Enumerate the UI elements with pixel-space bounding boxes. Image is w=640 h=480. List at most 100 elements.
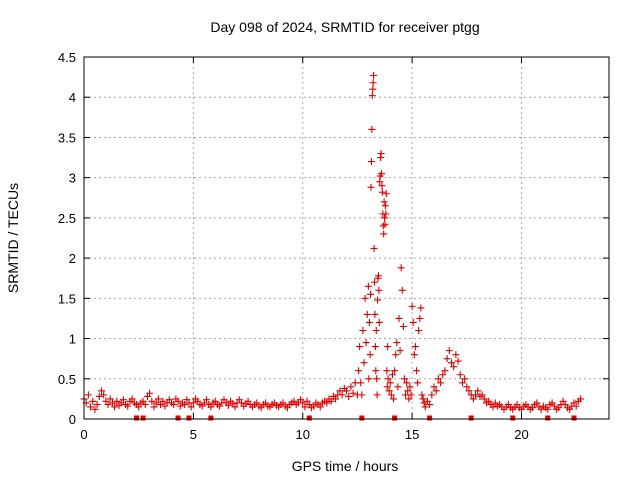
data-point <box>98 387 105 395</box>
data-point-zero <box>306 415 312 421</box>
data-point <box>458 379 466 387</box>
x-tick-label: 15 <box>405 427 419 442</box>
data-point <box>441 367 449 375</box>
data-point <box>146 389 154 397</box>
data-point <box>384 375 392 383</box>
data-point <box>363 310 371 318</box>
data-point <box>111 403 119 411</box>
data-point <box>572 402 580 410</box>
data-point <box>420 399 428 407</box>
data-point <box>349 389 357 397</box>
data-point <box>128 395 136 403</box>
data-point <box>411 343 419 351</box>
x-axis-label: GPS time / hours <box>292 458 399 474</box>
y-tick-label: 2.5 <box>58 211 76 226</box>
data-point <box>409 318 417 326</box>
data-point <box>394 383 402 391</box>
data-point <box>432 387 440 395</box>
data-point <box>203 396 210 404</box>
data-point <box>380 230 388 238</box>
data-point <box>374 296 382 304</box>
data-point <box>381 220 389 228</box>
data-point <box>390 395 398 403</box>
data-point <box>533 399 541 407</box>
data-point <box>355 367 363 375</box>
data-point <box>375 318 383 326</box>
data-point <box>465 387 473 395</box>
data-point <box>418 391 426 399</box>
data-point <box>416 314 424 322</box>
data-point-zero <box>175 415 181 421</box>
data-point <box>454 357 462 365</box>
data-point-zero <box>571 415 577 421</box>
data-point <box>374 272 382 280</box>
data-point <box>93 401 101 409</box>
data-point <box>104 401 112 409</box>
data-point-zero <box>359 415 365 421</box>
data-point <box>336 387 344 395</box>
data-point <box>417 304 425 312</box>
data-point <box>316 403 324 411</box>
data-point <box>301 403 309 411</box>
data-point <box>377 150 385 158</box>
x-tick-label: 5 <box>190 427 197 442</box>
data-point <box>472 391 480 399</box>
data-point <box>371 278 378 286</box>
data-point <box>544 405 552 413</box>
data-point <box>357 379 365 387</box>
data-point-zero <box>510 415 516 421</box>
data-points <box>80 72 585 421</box>
data-point <box>489 403 497 411</box>
x-tick-label: 0 <box>80 427 87 442</box>
data-point <box>378 188 386 196</box>
data-point <box>369 85 377 93</box>
data-point <box>358 391 366 399</box>
x-tick-label: 20 <box>514 427 528 442</box>
data-point <box>367 158 375 166</box>
data-point <box>428 391 436 399</box>
data-point <box>407 391 415 399</box>
data-point <box>474 387 482 395</box>
data-point <box>386 379 394 387</box>
y-tick-label: 0 <box>69 412 76 427</box>
data-point <box>400 375 408 383</box>
data-point <box>383 383 391 391</box>
data-point <box>364 282 372 290</box>
data-point <box>338 391 346 399</box>
data-point <box>448 359 455 367</box>
data-point <box>347 383 355 391</box>
data-point <box>426 401 434 409</box>
data-point <box>366 351 374 359</box>
data-point <box>419 395 427 403</box>
data-point <box>150 403 158 411</box>
y-tick-label: 2 <box>69 251 76 266</box>
data-point <box>323 399 331 407</box>
data-point <box>399 322 407 330</box>
data-point <box>385 387 393 395</box>
data-point <box>135 403 143 411</box>
data-point <box>373 391 381 399</box>
data-point <box>410 351 418 359</box>
data-point <box>392 351 400 359</box>
y-tick-label: 4.5 <box>58 50 76 65</box>
data-point <box>124 402 132 410</box>
data-point <box>452 351 460 359</box>
data-point <box>378 182 386 190</box>
data-point <box>371 343 379 351</box>
data-point <box>108 399 116 407</box>
data-point <box>388 371 396 379</box>
data-point <box>461 375 469 383</box>
data-point <box>372 367 380 375</box>
data-point <box>159 397 167 405</box>
data-point <box>187 403 195 411</box>
data-point <box>362 339 370 347</box>
axis-ticks <box>83 56 609 420</box>
data-point-zero <box>392 415 398 421</box>
data-point <box>398 286 406 294</box>
data-point <box>437 379 445 387</box>
data-point <box>463 383 471 391</box>
data-point <box>152 399 160 407</box>
data-point <box>327 397 335 405</box>
data-point <box>404 387 412 395</box>
